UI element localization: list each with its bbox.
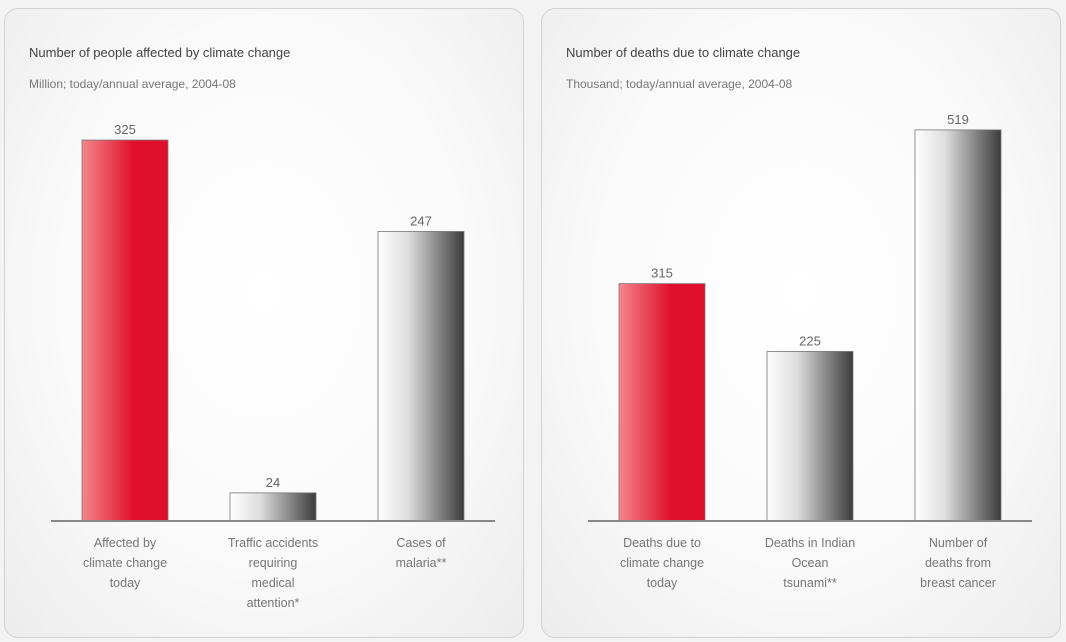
category-label-2-line-1: Deaths in Indian [765, 536, 855, 550]
bar-1 [618, 283, 706, 522]
bar-1 [81, 139, 169, 522]
category-label-1-line-2: climate change [620, 556, 704, 570]
data-label-2: 24 [266, 475, 280, 490]
category-label-1-line-3: today [110, 576, 141, 590]
data-label-1: 325 [114, 122, 136, 137]
bar-chart-deaths: 315 Deaths due to climate change today 225 De… [588, 112, 1032, 590]
chart-subtitle: Million; today/annual average, 2004-08 [29, 77, 236, 91]
chart-panel-people-affected: Number of people affected by climate cha… [4, 8, 524, 638]
category-label-3-line-1: Number of [929, 536, 988, 550]
data-label-1: 315 [651, 266, 673, 281]
bar-2 [766, 351, 854, 522]
category-label-2-line-2: Ocean [792, 556, 829, 570]
chart-panel-deaths: Number of deaths due to climate change T… [541, 8, 1061, 638]
category-label-2-line-2: requiring [249, 556, 298, 570]
category-label-2-line-3: medical [251, 576, 294, 590]
category-label-3-line-2: deaths from [925, 556, 991, 570]
bar-3 [377, 231, 465, 522]
category-label-2-line-1: Traffic accidents [228, 536, 318, 550]
data-label-3: 247 [410, 213, 432, 228]
data-label-3: 519 [947, 112, 969, 127]
category-label-3-line-3: breast cancer [920, 576, 996, 590]
category-label-1-line-3: today [647, 576, 678, 590]
category-label-3-line-1: Cases of [396, 536, 446, 550]
bar-2 [229, 492, 317, 522]
category-label-1-line-1: Deaths due to [623, 536, 701, 550]
category-label-2-line-4: attention* [247, 596, 300, 610]
chart-title: Number of deaths due to climate change [566, 45, 801, 60]
category-label-2-line-3: tsunami** [783, 576, 837, 590]
chart-title: Number of people affected by climate cha… [29, 45, 291, 60]
category-label-1-line-2: climate change [83, 556, 167, 570]
bar-3 [914, 129, 1002, 522]
chart-subtitle: Thousand; today/annual average, 2004-08 [566, 77, 793, 91]
data-label-2: 225 [799, 333, 821, 348]
bar-chart-people-affected: 325 Affected by climate change today 24 Traff… [51, 122, 495, 610]
category-label-3-line-2: malaria** [396, 556, 447, 570]
category-label-1-line-1: Affected by [94, 536, 157, 550]
